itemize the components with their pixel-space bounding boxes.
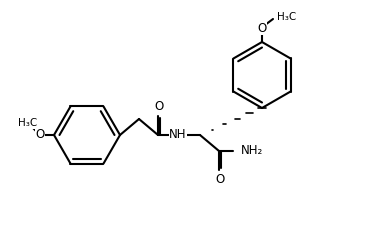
Text: O: O [36,129,45,142]
Text: NH: NH [169,129,187,142]
Text: H₃C: H₃C [277,12,296,22]
Text: O: O [257,21,267,35]
Text: O: O [154,100,163,113]
Text: O: O [215,173,225,186]
Text: NH₂: NH₂ [241,144,263,158]
Text: H₃C: H₃C [18,118,38,128]
